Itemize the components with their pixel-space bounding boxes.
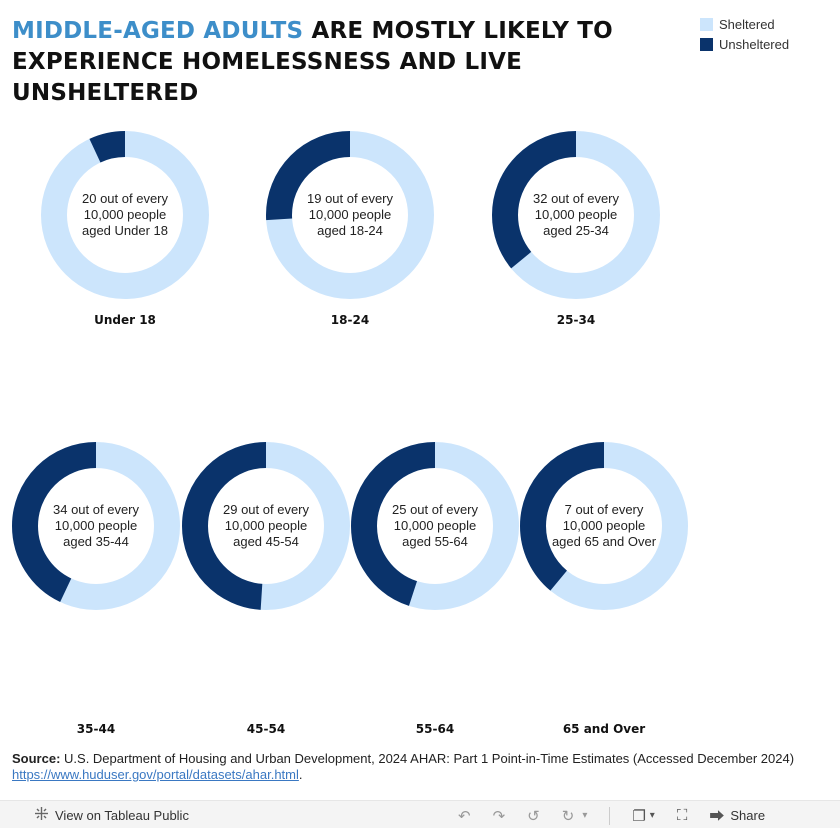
center-label: 32 out of every <box>533 191 619 206</box>
title-accent: MIDDLE-AGED ADULTS <box>12 18 304 44</box>
center-label: 29 out of every <box>223 502 309 517</box>
center-label: 10,000 people <box>225 518 307 533</box>
unsheltered-swatch <box>700 37 713 51</box>
refresh-icon[interactable]: ↻ <box>561 807 575 825</box>
category-label: 25-34 <box>557 313 595 327</box>
chart-title: MIDDLE-AGED ADULTS ARE MOSTLY LIKELY TO … <box>12 16 652 109</box>
legend-item-sheltered[interactable]: Sheltered <box>700 14 789 34</box>
center-label: aged 25-34 <box>543 223 609 238</box>
category-label: 55-64 <box>416 722 454 736</box>
unsheltered-slice[interactable] <box>12 442 180 610</box>
center-label: 10,000 people <box>55 518 137 533</box>
revert-icon[interactable]: ↺ <box>527 807 540 825</box>
center-label: 34 out of every <box>53 502 139 517</box>
fullscreen-icon[interactable]: ⛶ <box>676 807 688 824</box>
unsheltered-slice[interactable] <box>520 442 688 610</box>
center-label: 10,000 people <box>535 207 617 222</box>
source-after: . <box>298 767 303 782</box>
share-label: Share <box>730 808 766 823</box>
legend: Sheltered Unsheltered <box>700 14 789 54</box>
title-rest: ARE MOSTLY LIKELY TO EXPERIENCE HOMELESS… <box>12 18 613 106</box>
center-label: 19 out of every <box>307 191 393 206</box>
view-on-tableau-label: View on Tableau Public <box>55 808 189 823</box>
download-dropdown-icon[interactable]: ▾ <box>649 810 655 821</box>
redo-icon[interactable]: ↷ <box>492 807 506 825</box>
source-link[interactable]: https://www.huduser.gov/portal/datasets/… <box>12 767 299 782</box>
share-icon: ⮕ <box>709 808 725 825</box>
category-label: Under 18 <box>94 313 156 327</box>
undo-icon[interactable]: ↶ <box>458 807 471 825</box>
center-label: 10,000 people <box>309 207 391 222</box>
category-label: 18-24 <box>331 313 369 327</box>
category-label: 45-54 <box>247 722 285 736</box>
unsheltered-slice[interactable] <box>492 131 660 299</box>
legend-item-unsheltered[interactable]: Unsheltered <box>700 34 789 54</box>
pause-dropdown-icon[interactable]: ▾ <box>582 810 588 821</box>
view-on-tableau-button[interactable]: View on Tableau Public <box>34 806 189 825</box>
center-label: aged 55-64 <box>402 534 468 549</box>
tableau-logo-icon <box>34 806 49 825</box>
center-label: 20 out of every <box>82 191 168 206</box>
unsheltered-slice[interactable] <box>41 131 209 299</box>
center-label: 25 out of every <box>392 502 478 517</box>
unsheltered-slice[interactable] <box>266 131 434 299</box>
source-text: U.S. Department of Housing and Urban Dev… <box>60 751 795 766</box>
center-label: aged 45-54 <box>233 534 299 549</box>
share-button[interactable]: ⮕ Share <box>709 805 765 826</box>
legend-label-unsheltered: Unsheltered <box>719 36 790 52</box>
sheltered-swatch <box>700 17 713 31</box>
category-label: 35-44 <box>77 722 115 736</box>
legend-label-sheltered: Sheltered <box>719 16 775 32</box>
unsheltered-slice[interactable] <box>182 442 350 610</box>
category-label: 65 and Over <box>563 722 645 736</box>
download-icon[interactable]: ❐ <box>632 807 646 825</box>
center-label: 10,000 people <box>394 518 476 533</box>
tableau-toolbar: View on Tableau Public ↶ ↷ ↺ ↻ ▾ ❐ ▾ ⛶ ⮕… <box>0 800 840 828</box>
center-label: aged 18-24 <box>317 223 383 238</box>
center-label: aged 35-44 <box>63 534 129 549</box>
source-note: Source: U.S. Department of Housing and U… <box>12 751 832 783</box>
center-label: 10,000 people <box>563 518 645 533</box>
center-label: 7 out of every <box>565 502 644 517</box>
source-label: Source: <box>12 751 61 766</box>
center-label: 10,000 people <box>84 207 166 222</box>
toolbar-divider <box>609 806 611 825</box>
center-label: aged Under 18 <box>82 223 168 238</box>
unsheltered-slice[interactable] <box>351 442 519 610</box>
center-label: aged 65 and Over <box>552 534 657 549</box>
